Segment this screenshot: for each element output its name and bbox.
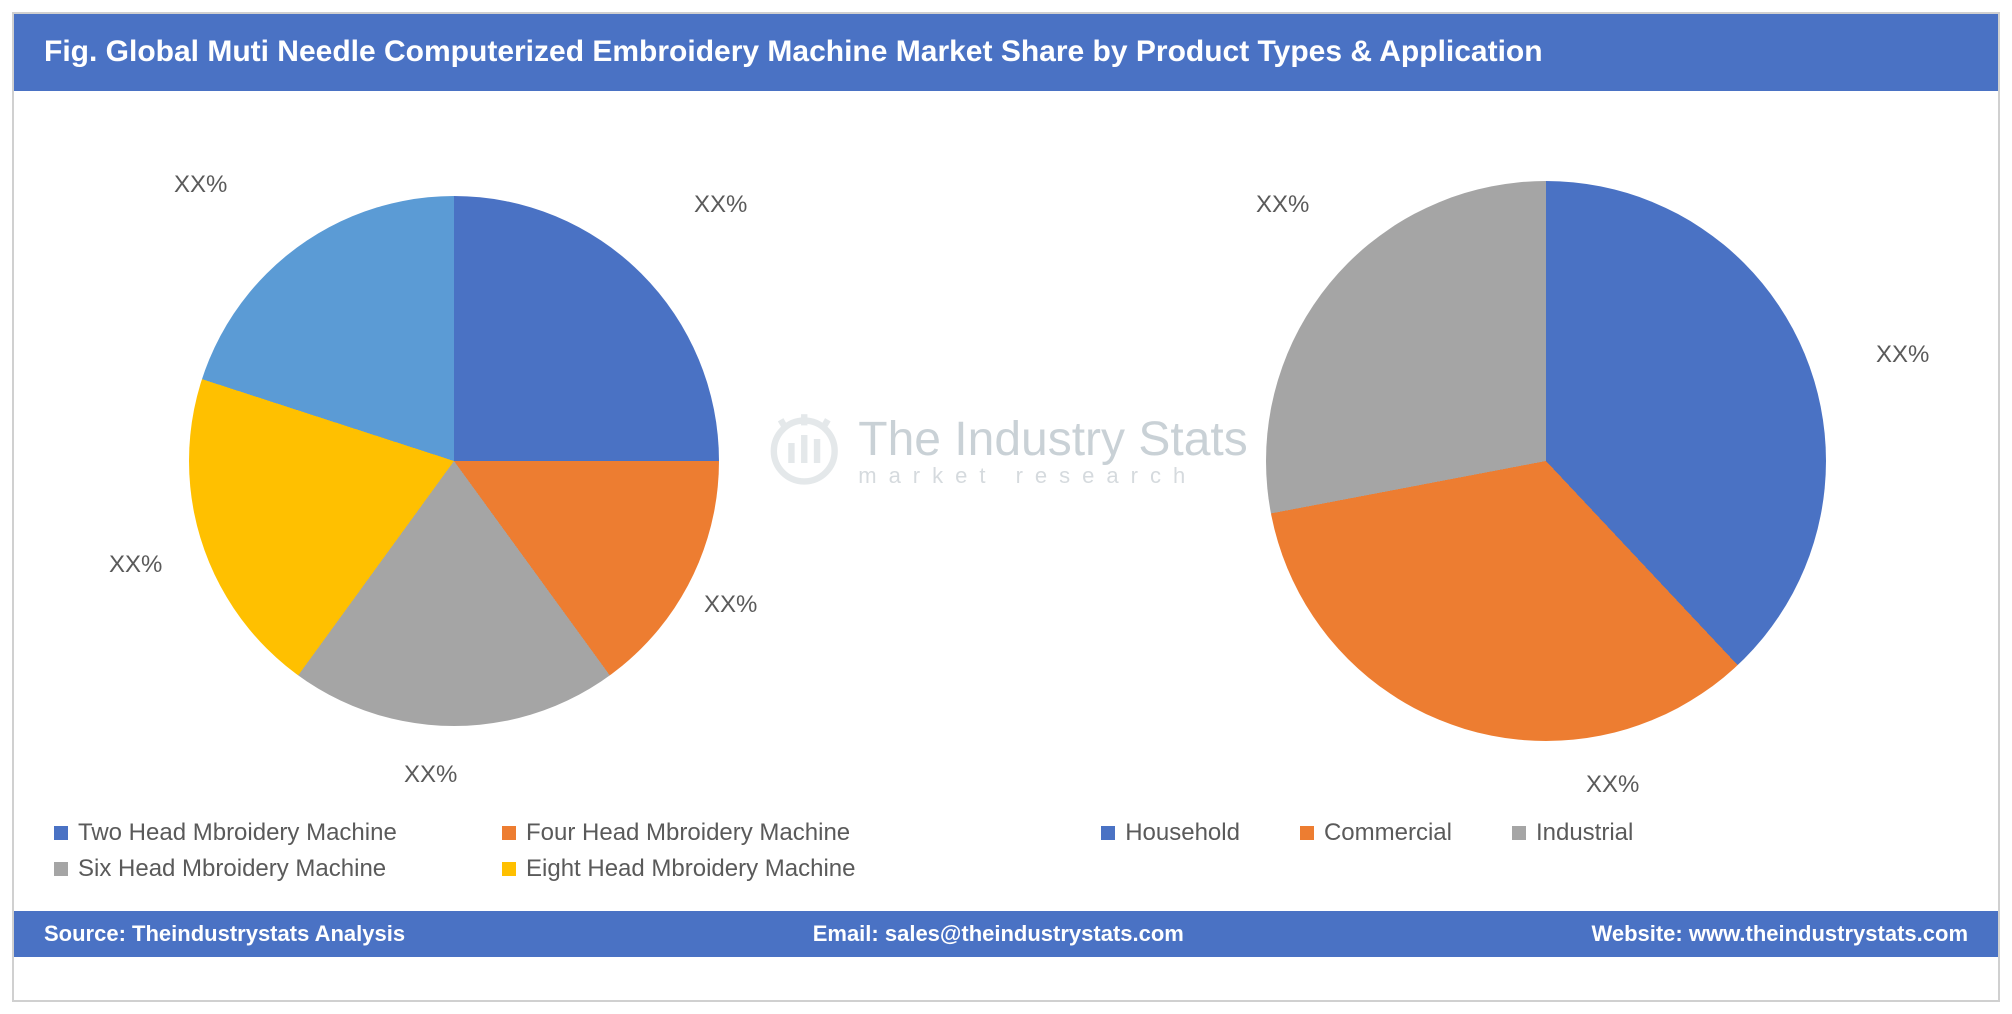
pie <box>1266 181 1826 741</box>
legend-item: Eight Head Mbroidery Machine <box>502 855 922 883</box>
pie-slice-label: XX% <box>404 761 457 789</box>
legend-item: Commercial <box>1300 819 1452 847</box>
pie-slice-label: XX% <box>109 551 162 579</box>
figure-container: Fig. Global Muti Needle Computerized Emb… <box>12 12 2000 1002</box>
pie-chart-application: XX% XX% XX% <box>1006 121 1988 801</box>
legend-item: Four Head Mbroidery Machine <box>502 819 922 847</box>
legend-label: Four Head Mbroidery Machine <box>526 819 850 847</box>
legend-swatch <box>54 826 68 840</box>
pie <box>189 196 719 726</box>
legend-row: Two Head Mbroidery Machine Four Head Mbro… <box>14 811 1998 911</box>
legend-item: Industrial <box>1512 819 1633 847</box>
legend-label: Eight Head Mbroidery Machine <box>526 855 856 883</box>
legend-label: Six Head Mbroidery Machine <box>78 855 386 883</box>
legend-swatch <box>1512 826 1526 840</box>
legend-label: Two Head Mbroidery Machine <box>78 819 397 847</box>
chart-area: XX%XX%XX%XX%XX% XX%XX%XX% The Industry S… <box>14 91 1998 811</box>
legend-label: Commercial <box>1324 819 1452 847</box>
legend-item: Household <box>1101 819 1240 847</box>
footer-email: Email: sales@theindustrystats.com <box>813 921 1184 947</box>
footer-bar: Source: Theindustrystats Analysis Email:… <box>14 911 1998 957</box>
legend-swatch <box>502 862 516 876</box>
legend-item: Six Head Mbroidery Machine <box>54 855 474 883</box>
pie-slice-label: XX% <box>694 191 747 219</box>
legend-item: Two Head Mbroidery Machine <box>54 819 474 847</box>
pie-slice-label: XX% <box>704 591 757 619</box>
legend-label: Industrial <box>1536 819 1633 847</box>
footer-source: Source: Theindustrystats Analysis <box>44 921 405 947</box>
pie-slice-label: XX% <box>1876 341 1929 369</box>
legend-swatch <box>502 826 516 840</box>
footer-website: Website: www.theindustrystats.com <box>1591 921 1968 947</box>
legend-swatch <box>1300 826 1314 840</box>
legend-application: Household Commercial Industrial <box>1101 819 1958 901</box>
legend-product-types: Two Head Mbroidery Machine Four Head Mbro… <box>54 819 1044 901</box>
pie-slice-label: XX% <box>174 171 227 199</box>
legend-swatch <box>54 862 68 876</box>
pie-chart-product-types: XX% XX% XX% XX% XX% <box>24 121 1006 801</box>
figure-title: Fig. Global Muti Needle Computerized Emb… <box>14 14 1998 91</box>
pie-slice-label: XX% <box>1256 191 1309 219</box>
pie-slice-label: XX% <box>1586 771 1639 799</box>
legend-label: Household <box>1125 819 1240 847</box>
legend-swatch <box>1101 826 1115 840</box>
